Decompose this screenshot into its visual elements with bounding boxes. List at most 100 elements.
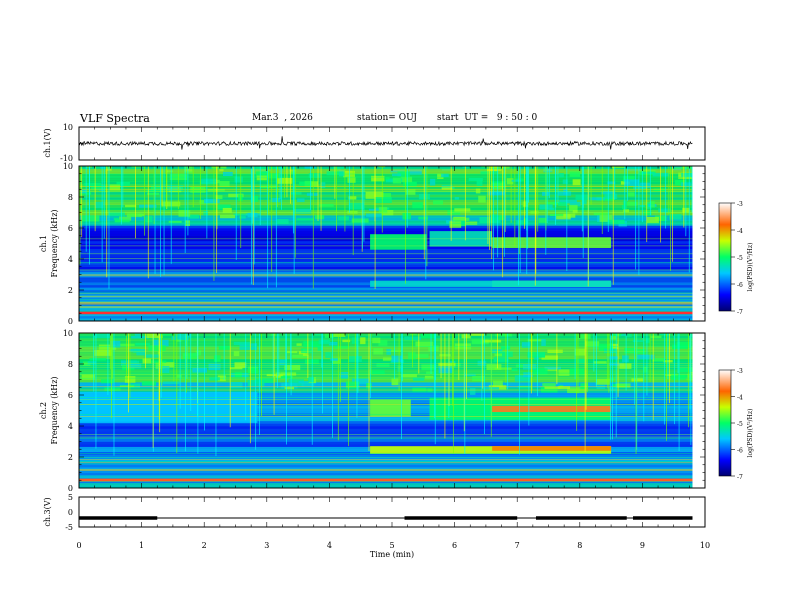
spec-noise (438, 366, 454, 374)
spec-band (79, 384, 693, 388)
spec-noise (371, 175, 385, 182)
y-tick-label: 2 (68, 286, 73, 295)
spec-noise (527, 351, 545, 358)
spec-noise (351, 337, 358, 344)
spec-band (79, 338, 693, 342)
spec-noise (687, 373, 697, 381)
y-tick-label: 10 (63, 162, 73, 171)
colorbar-tick-label: -4 (737, 395, 743, 402)
spec-noise (441, 168, 451, 171)
spec-noise (125, 204, 137, 208)
spec-noise (541, 355, 558, 360)
spec-noise (233, 351, 240, 357)
spec-noise (643, 210, 652, 216)
spec-noise (280, 372, 297, 376)
spec-noise (544, 386, 561, 389)
spec-noise (176, 339, 182, 342)
spec-noise (626, 201, 638, 206)
spec-noise (486, 364, 502, 371)
spec-band (79, 459, 693, 463)
spec-noise (556, 214, 571, 220)
spec-noise (219, 214, 236, 219)
spec-noise (378, 206, 388, 214)
spec-noise (203, 210, 209, 216)
spec-noise (541, 339, 546, 346)
spec-noise (426, 371, 434, 374)
spec-noise (679, 367, 695, 373)
spec-noise (334, 346, 350, 349)
spec-band (79, 315, 693, 319)
spec-noise (626, 333, 632, 337)
x-tick-label: 5 (389, 541, 394, 550)
colorbar-label: log(PSD)(V²/Hz) (747, 409, 754, 458)
spec-noise (332, 357, 341, 364)
spec-noise (150, 360, 167, 363)
spec-band (79, 264, 693, 268)
spec-noise (131, 166, 146, 168)
spec-noise (230, 381, 243, 389)
spec-noise (562, 179, 568, 184)
spec-noise (615, 383, 631, 388)
spec-noise (511, 368, 518, 372)
spec-noise (589, 197, 605, 201)
spec-band (79, 454, 693, 458)
spec-noise (304, 166, 316, 169)
spec-noise (397, 170, 411, 177)
station-label: station= OUJ (357, 113, 418, 123)
spec-noise (659, 333, 671, 336)
spec-noise (671, 374, 686, 380)
spec-band (79, 173, 693, 177)
spec-noise (182, 352, 198, 359)
spec-noise (381, 193, 392, 199)
spec-noise (494, 367, 512, 370)
spec-noise (495, 333, 512, 337)
spec-band (79, 397, 693, 401)
spec-band (79, 308, 693, 311)
spec-band (79, 181, 693, 185)
spec-noise (80, 192, 92, 195)
spec-noise (392, 177, 402, 184)
x-tick-label: 4 (327, 541, 332, 550)
spec-noise (308, 173, 321, 178)
spec-noise (148, 345, 166, 352)
y-tick-label: 0 (68, 317, 73, 326)
spec-noise (251, 195, 259, 202)
colorbar-tick-label: -5 (737, 421, 743, 428)
spec-noise (348, 202, 364, 210)
spec-noise (352, 378, 370, 384)
spec-noise (146, 333, 163, 338)
spec-noise (470, 387, 476, 395)
spec-noise (421, 364, 437, 371)
spec-noise (538, 333, 557, 335)
spec-noise (372, 337, 381, 344)
spec-band (79, 220, 693, 224)
spec-noise (463, 373, 476, 377)
spec-noise (428, 345, 439, 352)
spec-noise (468, 177, 483, 181)
spec-noise (87, 361, 97, 365)
spec-noise (534, 356, 539, 360)
spec-noise (617, 333, 624, 334)
spec-band (79, 444, 693, 447)
spec-noise (213, 355, 221, 362)
spec-noise (604, 193, 618, 199)
spec-noise (521, 342, 531, 348)
spec-noise (624, 179, 640, 186)
spec-noise (623, 200, 628, 206)
spec-noise (360, 337, 366, 345)
spec-band (79, 202, 693, 206)
spec-noise (119, 385, 135, 388)
spec-noise (405, 189, 416, 195)
x-tick-label: 7 (515, 541, 520, 550)
spec-noise (569, 201, 581, 207)
y-tick-label: 0 (68, 484, 73, 493)
spec-band (79, 225, 693, 229)
spec-blank (692, 333, 705, 488)
spec-noise (641, 171, 655, 174)
spec-noise (365, 191, 384, 199)
spectrogram-ch1 (79, 166, 705, 321)
spec-band (79, 189, 693, 193)
spec-band (79, 423, 693, 427)
